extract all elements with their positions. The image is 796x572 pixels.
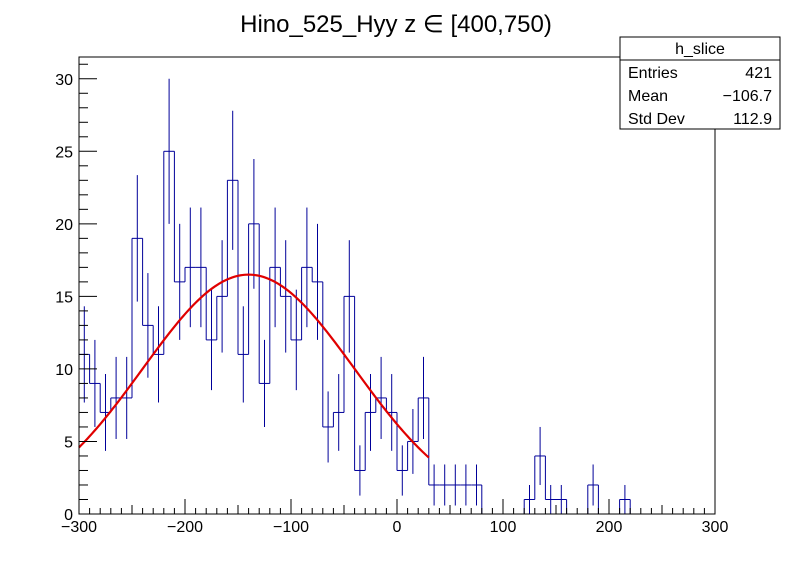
stats-entries-label: Entries [628,65,678,82]
y-axis: 0 5 10 15 20 25 30 [55,63,97,524]
stats-mean-label: Mean [628,88,668,105]
y-tick-label: 20 [55,217,73,234]
y-tick-label: 0 [64,507,73,524]
y-tick-label: 10 [55,362,73,379]
x-tick-label: 100 [490,519,517,536]
x-tick-label: 0 [393,519,402,536]
stats-box-frame [619,36,781,130]
x-tick-label: 300 [702,519,729,536]
histogram-steps [79,150,715,515]
stats-box-title: h_slice [675,41,725,58]
stats-stddev-label: Std Dev [628,111,685,128]
x-tick-label: 200 [596,519,623,536]
stats-entries-value: 421 [745,65,772,82]
x-axis: −300 −200 −100 0 100 200 300 [61,499,728,536]
stats-box: h_slice Entries 421 Mean −106.7 Std Dev … [619,36,781,130]
y-tick-label: 5 [64,434,73,451]
y-tick-label: 30 [55,72,73,89]
x-tick-label: −300 [61,519,97,536]
gaussian-fit [78,273,430,459]
chart-title: Hino_525_Hyy z ∈ [400,750) [240,11,552,38]
x-tick-label: −100 [273,519,309,536]
x-tick-label: −200 [167,519,203,536]
stats-stddev-value: 112.9 [733,111,772,128]
y-tick-label: 15 [55,289,73,306]
stats-mean-value: −106.7 [723,88,772,105]
fit-curve [78,273,430,459]
y-tick-label: 25 [55,144,73,161]
